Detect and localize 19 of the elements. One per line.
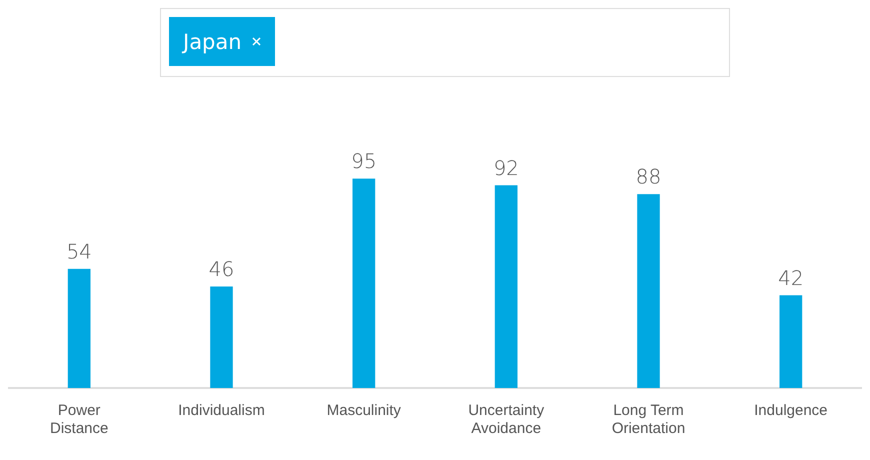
bar [780, 295, 802, 388]
bar [68, 268, 90, 388]
x-tick-label: Power Distance [50, 402, 108, 438]
data-label: 42 [778, 266, 804, 290]
data-label: 54 [66, 239, 92, 264]
x-tick-label: Long Term Orientation [612, 402, 686, 438]
x-tick-label: Masculinity [326, 402, 402, 420]
data-label: 95 [351, 149, 377, 174]
data-label: 92 [493, 156, 519, 180]
bar [210, 286, 233, 388]
bar [494, 185, 518, 388]
x-tick-label: Individualism [178, 402, 265, 420]
bar [352, 178, 376, 388]
x-tick-label: Uncertainty Avoidance [468, 402, 545, 438]
filter-field: Japan [160, 8, 730, 77]
x-tick-label: Indulgence [754, 402, 828, 420]
data-label: 88 [636, 164, 662, 189]
bar [637, 194, 660, 388]
data-label: 46 [208, 257, 234, 282]
